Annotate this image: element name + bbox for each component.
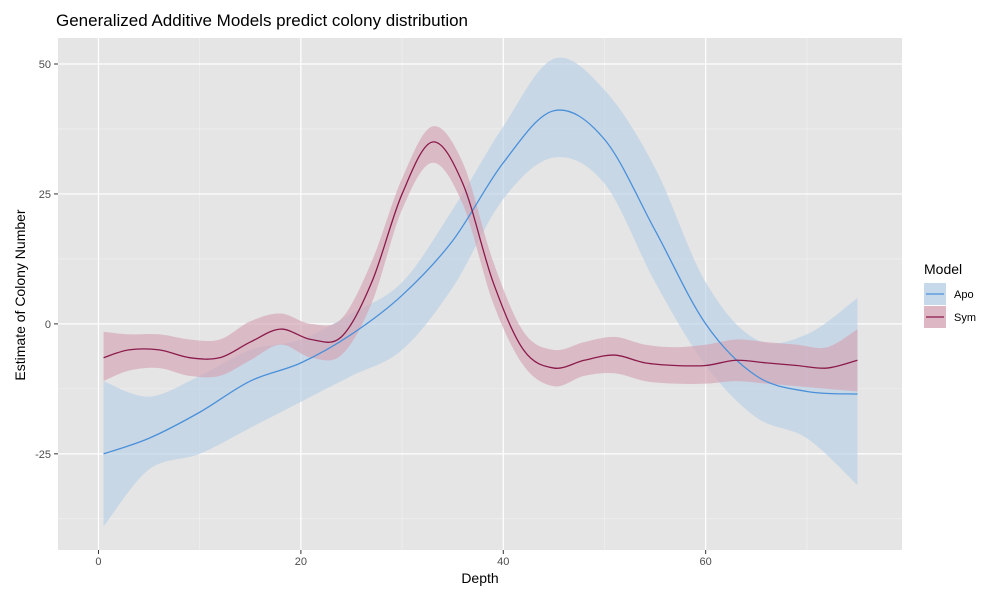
- ribbon-apo: [103, 57, 858, 527]
- y-tick-label: 0: [45, 319, 51, 331]
- x-tick-label: 0: [95, 556, 101, 568]
- y-axis-title: Estimate of Colony Number: [12, 209, 28, 381]
- x-axis-ticks: 0 20 40 60: [95, 550, 712, 568]
- y-axis-ticks: 50 25 0 -25: [35, 59, 58, 461]
- x-axis-title: Depth: [461, 570, 498, 586]
- legend-label: Sym: [954, 312, 976, 324]
- confidence-ribbons: [103, 57, 858, 527]
- legend-item-apo: Apo: [924, 283, 974, 305]
- y-tick-label: -25: [35, 449, 51, 461]
- x-tick-label: 20: [295, 556, 307, 568]
- y-tick-label: 25: [39, 189, 51, 201]
- legend-title: Model: [924, 261, 962, 277]
- plot-panel-background: [58, 38, 902, 550]
- legend-item-sym: Sym: [924, 306, 976, 328]
- line-apo: [103, 109, 858, 455]
- ribbon-sym: [103, 126, 858, 392]
- line-sym: [103, 141, 858, 369]
- x-tick-label: 60: [700, 556, 712, 568]
- chart-title: Generalized Additive Models predict colo…: [56, 11, 469, 30]
- x-tick-label: 40: [497, 556, 509, 568]
- legend-label: Apo: [954, 289, 974, 301]
- series-lines: [103, 109, 858, 455]
- legend: Model Apo Sym: [924, 261, 976, 328]
- y-tick-label: 50: [39, 59, 51, 71]
